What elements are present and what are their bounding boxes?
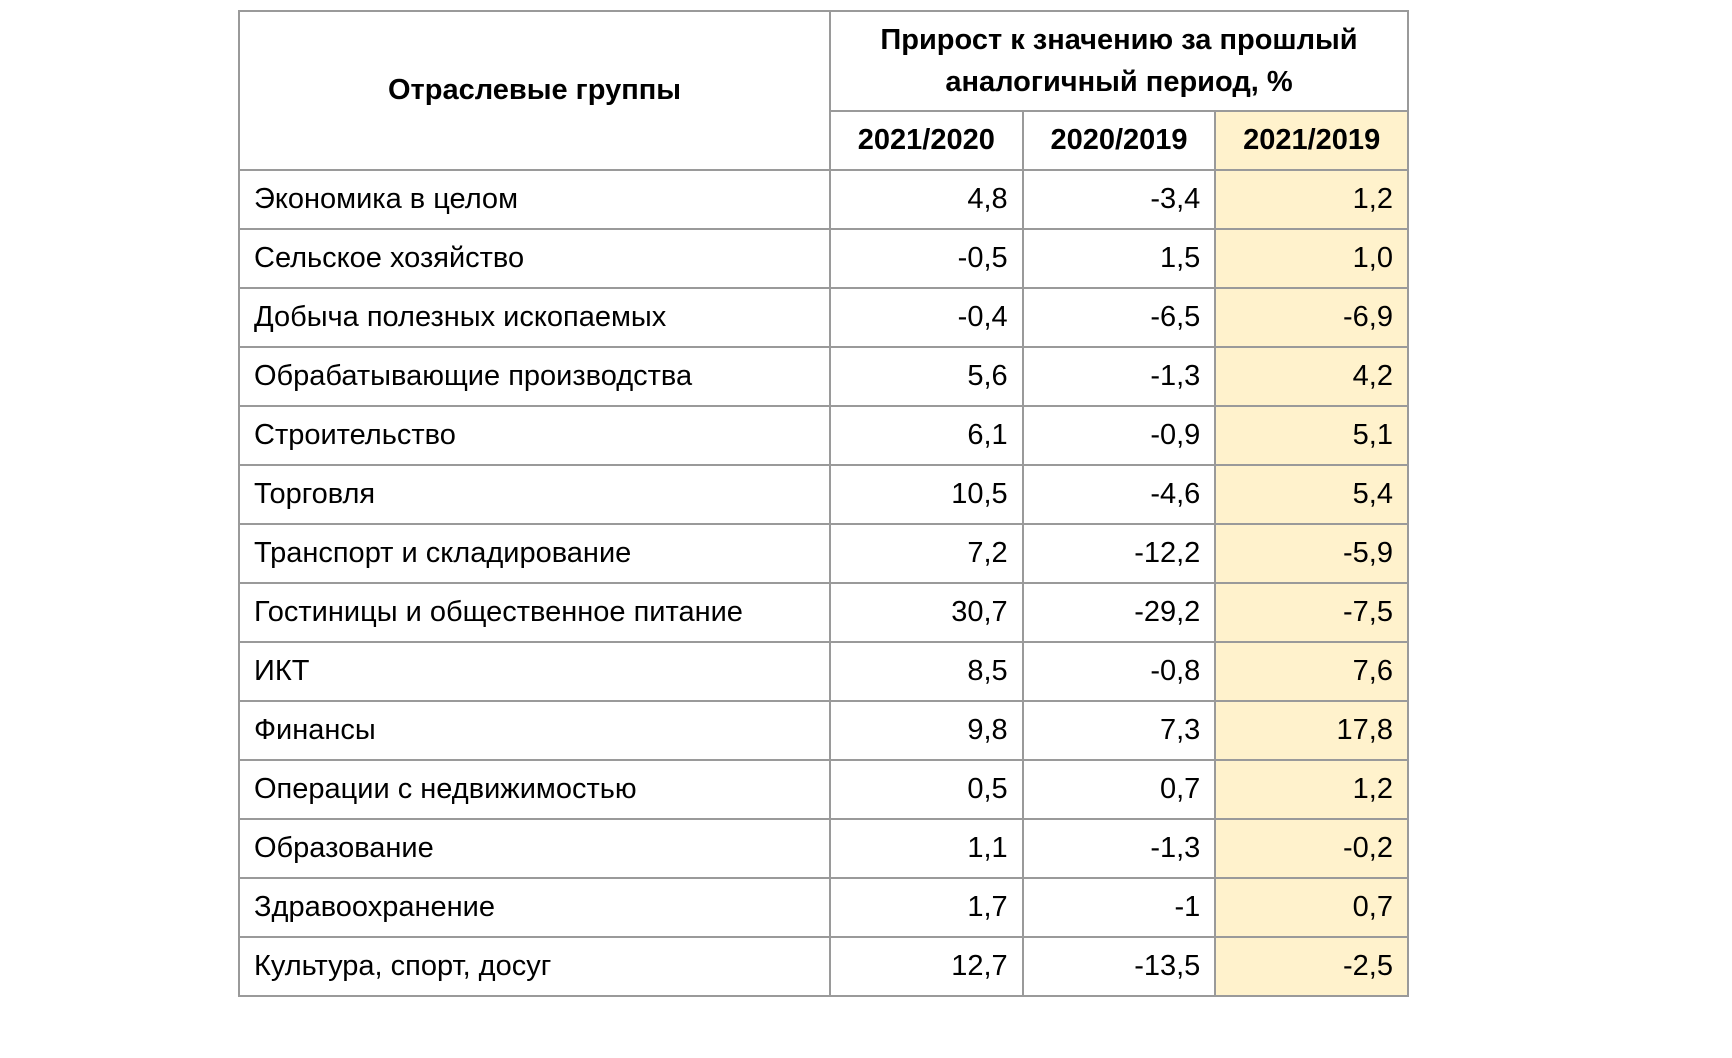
row-value: 30,7 [829,582,1024,643]
row-name: Образование [238,818,831,879]
row-value: -29,2 [1021,582,1217,643]
table-row: Финансы 9,8 7,3 17,8 [238,700,1409,761]
row-value: -1,3 [1021,346,1217,407]
row-value: -0,8 [1021,641,1217,702]
row-value: 1,2 [1214,169,1409,230]
row-value: -3,4 [1021,169,1217,230]
table-row: Транспорт и складирование 7,2 -12,2 -5,9 [238,523,1409,584]
row-value: 7,3 [1021,700,1217,761]
row-value: -7,5 [1214,582,1409,643]
row-value: 0,5 [829,759,1024,820]
row-value: -4,6 [1021,464,1217,525]
row-name: Культура, спорт, досуг [238,936,831,997]
row-value: -12,2 [1021,523,1217,584]
row-value: 9,8 [829,700,1024,761]
row-value: 0,7 [1021,759,1217,820]
group-header: Отраслевые группы [238,10,831,171]
row-name: ИКТ [238,641,831,702]
row-name: Экономика в целом [238,169,831,230]
table-row: ИКТ 8,5 -0,8 7,6 [238,641,1409,702]
row-value: 7,2 [829,523,1024,584]
row-name: Строительство [238,405,831,466]
column-header: 2021/2020 [829,110,1024,171]
table-row: Культура, спорт, досуг 12,7 -13,5 -2,5 [238,936,1409,997]
row-value: 5,4 [1214,464,1409,525]
table-row: Сельское хозяйство -0,5 1,5 1,0 [238,228,1409,289]
row-value: 5,1 [1214,405,1409,466]
row-value: 6,1 [829,405,1024,466]
row-value: 1,0 [1214,228,1409,289]
row-name: Финансы [238,700,831,761]
table-row: Операции с недвижимостью 0,5 0,7 1,2 [238,759,1409,820]
row-value: -5,9 [1214,523,1409,584]
row-name: Торговля [238,464,831,525]
row-value: -0,9 [1021,405,1217,466]
growth-header: Прирост к значению за прошлый аналогичны… [829,10,1409,112]
row-name: Добыча полезных ископаемых [238,287,831,348]
row-name: Обрабатывающие производства [238,346,831,407]
row-name: Гостиницы и общественное питание [238,582,831,643]
row-value: -13,5 [1021,936,1217,997]
row-name: Сельское хозяйство [238,228,831,289]
row-value: -2,5 [1214,936,1409,997]
row-value: -6,5 [1021,287,1217,348]
row-value: 1,5 [1021,228,1217,289]
row-value: -0,2 [1214,818,1409,879]
row-name: Здравоохранение [238,877,831,938]
row-name: Операции с недвижимостью [238,759,831,820]
table-row: Экономика в целом 4,8 -3,4 1,2 [238,169,1409,230]
column-header: 2021/2019 [1214,110,1409,171]
table-row: Добыча полезных ископаемых -0,4 -6,5 -6,9 [238,287,1409,348]
row-value: 8,5 [829,641,1024,702]
row-value: 1,7 [829,877,1024,938]
table-row: Здравоохранение 1,7 -1 0,7 [238,877,1409,938]
row-value: -1 [1021,877,1217,938]
row-value: 1,1 [829,818,1024,879]
row-value: -0,4 [829,287,1024,348]
row-value: 12,7 [829,936,1024,997]
row-value: 17,8 [1214,700,1409,761]
row-value: -0,5 [829,228,1024,289]
row-value: 4,2 [1214,346,1409,407]
growth-table: Отраслевые группы Прирост к значению за … [238,10,1409,997]
table-row: Строительство 6,1 -0,9 5,1 [238,405,1409,466]
row-name: Транспорт и складирование [238,523,831,584]
table-row: Торговля 10,5 -4,6 5,4 [238,464,1409,525]
table-row: Гостиницы и общественное питание 30,7 -29,… [238,582,1409,643]
table-row: Обрабатывающие производства 5,6 -1,3 4,2 [238,346,1409,407]
row-value: 5,6 [829,346,1024,407]
row-value: 10,5 [829,464,1024,525]
row-value: -1,3 [1021,818,1217,879]
column-header: 2020/2019 [1021,110,1217,171]
row-value: 4,8 [829,169,1024,230]
row-value: 0,7 [1214,877,1409,938]
row-value: 7,6 [1214,641,1409,702]
row-value: -6,9 [1214,287,1409,348]
table-row: Образование 1,1 -1,3 -0,2 [238,818,1409,879]
row-value: 1,2 [1214,759,1409,820]
